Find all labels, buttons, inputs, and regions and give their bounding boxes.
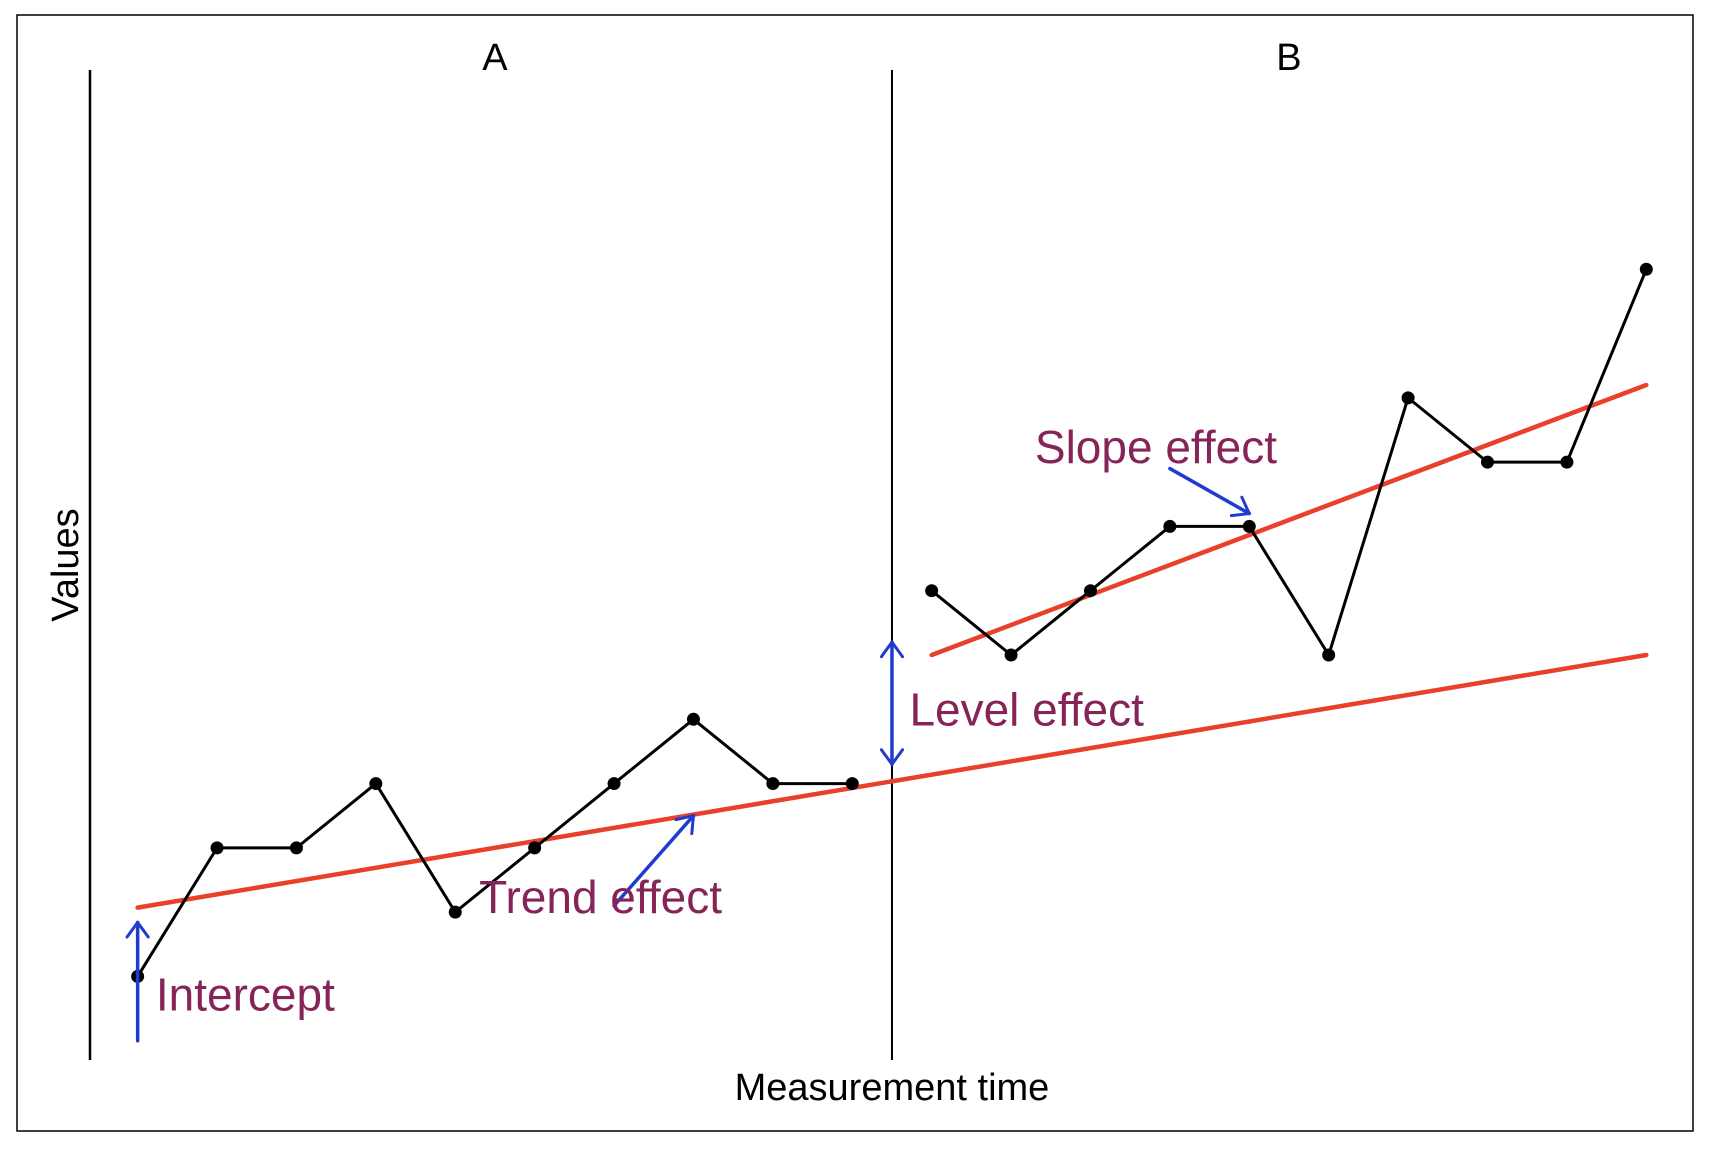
annotation-arrows [125, 466, 1252, 1043]
phase-label-b: B [1276, 37, 1301, 79]
trend-lines [135, 382, 1649, 910]
annotation-arrow-1 [125, 920, 150, 1043]
figure-frame [16, 14, 1694, 1132]
data-point [925, 584, 939, 598]
data-point [1560, 455, 1574, 469]
arrow-head [879, 640, 905, 659]
arrow-head [879, 748, 905, 766]
data-point [369, 777, 383, 791]
arrow-head [125, 920, 150, 939]
data-point [448, 905, 462, 919]
arrow-shaft [612, 813, 696, 908]
data-point [1480, 455, 1494, 469]
arrow-shaft [1168, 466, 1252, 516]
y-axis-label: Values [45, 508, 87, 621]
data-point [528, 841, 542, 855]
arrow-head [1229, 495, 1251, 518]
trend-line-2 [929, 382, 1649, 658]
annotation-arrow-3 [879, 640, 905, 767]
data-point [210, 841, 224, 855]
data-point [1401, 391, 1415, 405]
series-2 [925, 262, 1653, 662]
annotation-arrow-4 [1168, 466, 1252, 518]
annotation-label: Trend effect [479, 871, 722, 923]
data-point [1639, 262, 1653, 276]
data-point [1083, 584, 1097, 598]
data-point [766, 777, 780, 791]
series-line-2 [930, 268, 1648, 657]
data-point [845, 777, 859, 791]
trend-line-1 [135, 652, 1649, 910]
annotation-texts: Intercept Trend effect Level effect Slope e… [156, 421, 1277, 1021]
series-line-1 [136, 717, 853, 978]
data-point [1242, 519, 1256, 533]
arrow-head [674, 814, 695, 836]
data-point [289, 841, 303, 855]
data-point [607, 777, 621, 791]
data-point [1322, 648, 1336, 662]
annotation-label: Intercept [156, 969, 335, 1021]
annotation-label: Level effect [909, 684, 1144, 736]
annotation-label: Slope effect [1035, 421, 1277, 473]
x-axis-label: Measurement time [735, 1067, 1050, 1109]
phase-label-a: A [482, 37, 508, 79]
data-point [1004, 648, 1018, 662]
annotation-arrow-2 [612, 813, 696, 908]
data-point [686, 712, 700, 726]
data-point [1163, 519, 1177, 533]
